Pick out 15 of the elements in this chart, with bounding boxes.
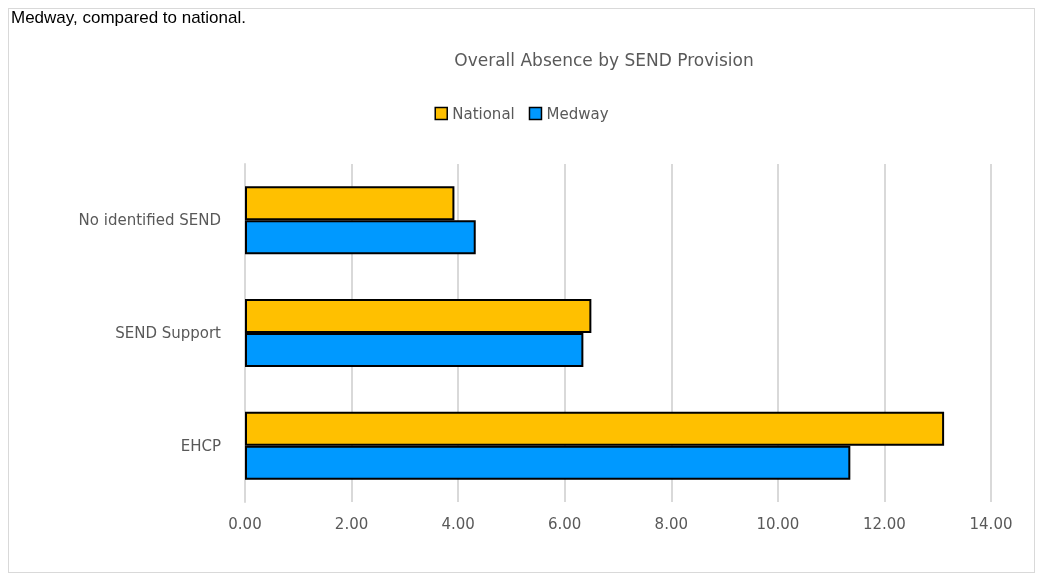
- x-tick-label: 8.00: [654, 514, 688, 533]
- y-tick-label: SEND Support: [115, 324, 222, 342]
- legend-label: Medway: [546, 104, 609, 123]
- text: Medway, compared to national.: [11, 8, 246, 27]
- chart-title: Overall Absence by SEND Provision: [454, 49, 754, 70]
- x-tick-label: 10.00: [756, 514, 800, 533]
- x-tick-label: 2.00: [334, 514, 369, 533]
- y-tick-label: EHCP: [180, 436, 221, 455]
- legend-label: National: [452, 104, 515, 123]
- y-tick-label: No identified SEND: [78, 211, 221, 230]
- x-tick-label: 0.00: [228, 514, 262, 533]
- x-tick-label: 14.00: [969, 514, 1013, 533]
- x-tick-label: 4.00: [441, 514, 475, 533]
- x-tick-label: 6.00: [548, 514, 582, 533]
- x-tick-label: 12.00: [862, 514, 906, 533]
